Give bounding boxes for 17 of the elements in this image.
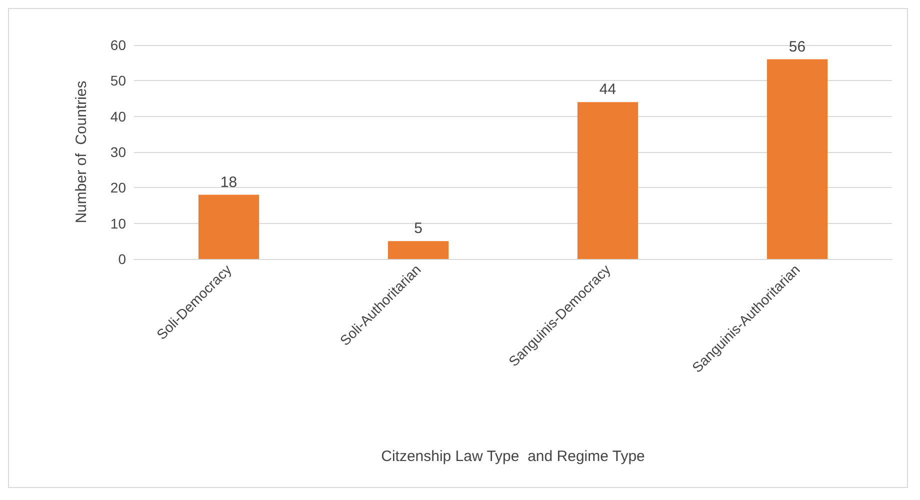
- y-tick-label: 10: [110, 215, 126, 232]
- y-axis-title: Number of Countries: [73, 80, 90, 224]
- data-label: 56: [788, 38, 806, 56]
- bar: [388, 241, 449, 259]
- bar: [577, 102, 638, 259]
- bar: [198, 194, 260, 259]
- y-tick-label: 50: [110, 72, 126, 89]
- y-tick-label: 20: [110, 180, 126, 196]
- y-tick-label: 40: [110, 108, 126, 124]
- bar: [766, 59, 828, 259]
- y-tick-label: 60: [110, 37, 126, 53]
- x-axis-title: Citzenship Law Type and Regime Type: [381, 448, 645, 465]
- data-label: 5: [414, 220, 422, 238]
- y-tick-label: 30: [110, 144, 126, 160]
- y-tick-label: 0: [118, 251, 126, 267]
- data-label: 44: [599, 81, 616, 98]
- data-label: 18: [220, 174, 238, 191]
